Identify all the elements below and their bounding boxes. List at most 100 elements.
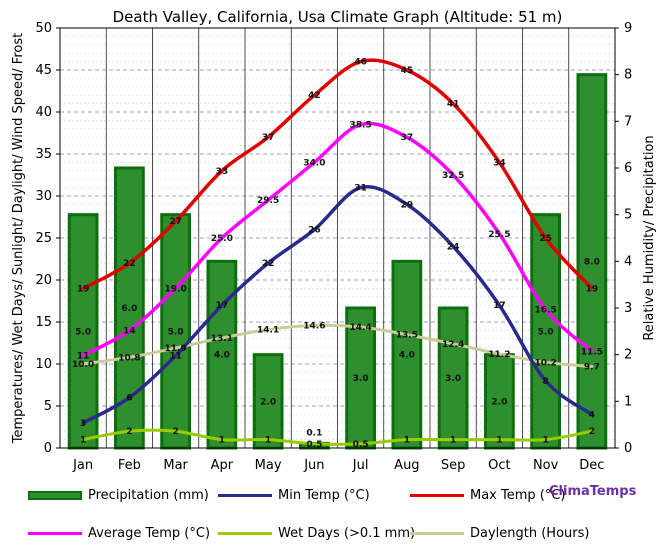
data-label-daylength-hours: 12.4 xyxy=(442,340,464,350)
y-right-tick-label: 5 xyxy=(624,208,632,223)
data-label-average-temp-c: 38.5 xyxy=(350,121,372,131)
y-right-tick-label: 1 xyxy=(624,394,632,409)
data-label-daylength-hours: 13.5 xyxy=(396,331,418,341)
precipitation-label: 5.0 xyxy=(538,327,554,337)
legend-label-wet-days: Wet Days (>0.1 mm) xyxy=(278,526,416,541)
legend-swatch-max-temp xyxy=(410,494,464,497)
precipitation-label: 8.0 xyxy=(584,257,600,267)
data-label-daylength-hours: 11.9 xyxy=(165,344,187,354)
data-label-max-temp-c: 37 xyxy=(262,133,275,143)
precipitation-label: 0.1 xyxy=(306,428,322,438)
legend-label-precipitation: Precipitation (mm) xyxy=(88,488,209,503)
data-label-average-temp-c: 29.5 xyxy=(257,196,279,206)
legend-item-wet-days: Wet Days (>0.1 mm) xyxy=(218,526,415,541)
precipitation-label: 5.0 xyxy=(75,327,91,337)
data-label-min-temp-c: 26 xyxy=(308,226,321,236)
data-label-daylength-hours: 14.1 xyxy=(257,326,279,336)
data-label-max-temp-c: 19 xyxy=(586,284,599,294)
x-tick-label-feb: Feb xyxy=(118,458,141,473)
legend-swatch-avg-temp xyxy=(28,532,82,535)
legend-label-min-temp: Min Temp (°C) xyxy=(278,488,370,503)
y-axis-right-title: Relative Humidity/ Precipitation xyxy=(642,135,657,340)
x-tick-label-aug: Aug xyxy=(394,458,419,473)
data-label-wet-days-mm: 0.5 xyxy=(306,440,322,450)
legend-item-max-temp: Max Temp (°C) xyxy=(410,488,566,503)
data-label-wet-days-mm: 1 xyxy=(265,436,271,446)
x-tick-label-jun: Jun xyxy=(303,458,324,473)
data-label-daylength-hours: 10.0 xyxy=(72,360,94,370)
series-line-max-temp-c xyxy=(81,58,594,291)
legend-label-max-temp: Max Temp (°C) xyxy=(470,488,566,503)
legend-item-daylength: Daylength (Hours) xyxy=(410,526,589,541)
x-tick-label-jan: Jan xyxy=(72,458,93,473)
data-label-average-temp-c: 25.0 xyxy=(211,234,233,244)
x-tick-label-sep: Sep xyxy=(441,458,466,473)
data-label-wet-days-mm: 1 xyxy=(496,436,502,446)
data-label-max-temp-c: 19 xyxy=(77,284,90,294)
data-label-max-temp-c: 46 xyxy=(354,58,367,68)
data-label-min-temp-c: 6 xyxy=(126,394,132,404)
data-label-daylength-hours: 13.1 xyxy=(211,334,233,344)
data-label-wet-days-mm: 1 xyxy=(80,436,86,446)
series-line-min-temp-c xyxy=(81,184,594,425)
y-right-tick-label: 6 xyxy=(624,161,632,176)
y-left-tick-label: 0 xyxy=(44,441,52,456)
data-label-average-temp-c: 37 xyxy=(401,133,414,143)
legend-item-min-temp: Min Temp (°C) xyxy=(218,488,370,503)
data-label-average-temp-c: 11 xyxy=(77,352,90,362)
brand-logo-text: ClimaTemps xyxy=(549,484,637,499)
series-line-daylength-hours xyxy=(81,323,594,369)
data-label-min-temp-c: 31 xyxy=(354,184,367,194)
precipitation-label: 2.0 xyxy=(260,397,276,407)
data-label-max-temp-c: 27 xyxy=(169,217,182,227)
y-left-tick-label: 30 xyxy=(35,189,52,204)
data-label-average-temp-c: 34.0 xyxy=(303,158,325,168)
precipitation-label: 3.0 xyxy=(353,374,369,384)
chart-legend: Precipitation (mm) Min Temp (°C) Max Tem… xyxy=(0,480,661,550)
data-label-wet-days-mm: 2 xyxy=(172,427,178,437)
data-label-daylength-hours: 9.7 xyxy=(584,363,600,373)
legend-swatch-daylength xyxy=(410,532,464,535)
legend-swatch-wet-days xyxy=(218,532,272,535)
data-label-max-temp-c: 25 xyxy=(539,234,552,244)
legend-swatch-precipitation xyxy=(28,491,82,500)
legend-item-precipitation: Precipitation (mm) xyxy=(28,488,209,503)
data-label-average-temp-c: 16.5 xyxy=(535,305,557,315)
data-label-daylength-hours: 14.4 xyxy=(350,323,372,333)
precipitation-bars xyxy=(67,73,608,450)
precipitation-bar-jan xyxy=(67,213,99,450)
x-tick-label-mar: Mar xyxy=(163,458,188,473)
precipitation-label: 3.0 xyxy=(445,374,461,384)
grid-lines xyxy=(60,27,615,449)
precipitation-label: 4.0 xyxy=(399,351,415,361)
climate-chart: Death Valley, California, Usa Climate Gr… xyxy=(11,8,657,473)
x-tick-label-apr: Apr xyxy=(211,458,234,473)
x-tick-label-may: May xyxy=(255,458,282,473)
data-label-max-temp-c: 42 xyxy=(308,91,321,101)
data-labels: 5.0 6.0 5.0 4.0 2.0 0.1 3.0 4.0 3.0 2.0 5.0 8.0 10.0… xyxy=(72,58,603,450)
data-label-daylength-hours: 10.8 xyxy=(118,353,140,363)
y-right-tick-label: 4 xyxy=(624,254,632,269)
x-tick-label-oct: Oct xyxy=(488,458,510,473)
data-label-average-temp-c: 14 xyxy=(123,326,136,336)
precipitation-bar-oct xyxy=(484,353,515,450)
data-label-wet-days-mm: 1 xyxy=(450,436,456,446)
series-line-average-temp-c xyxy=(81,121,594,358)
y-left-tick-label: 35 xyxy=(35,147,52,162)
y-right-tick-label: 9 xyxy=(624,21,632,36)
y-right-tick-label: 2 xyxy=(624,348,632,363)
data-label-wet-days-mm: 1 xyxy=(542,436,548,446)
chart-title: Death Valley, California, Usa Climate Gr… xyxy=(113,8,563,26)
y-left-tick-label: 20 xyxy=(35,273,52,288)
y-left-tick-label: 25 xyxy=(35,231,52,246)
data-label-min-temp-c: 29 xyxy=(401,200,414,210)
precipitation-bar-mar xyxy=(160,213,191,450)
precipitation-label: 2.0 xyxy=(491,397,507,407)
precipitation-bar-apr xyxy=(206,259,238,450)
data-label-wet-days-mm: 1 xyxy=(219,436,225,446)
data-label-min-temp-c: 17 xyxy=(493,301,506,311)
data-label-wet-days-mm: 2 xyxy=(126,427,132,437)
precipitation-label: 5.0 xyxy=(168,327,184,337)
data-label-average-temp-c: 32.5 xyxy=(442,171,464,181)
